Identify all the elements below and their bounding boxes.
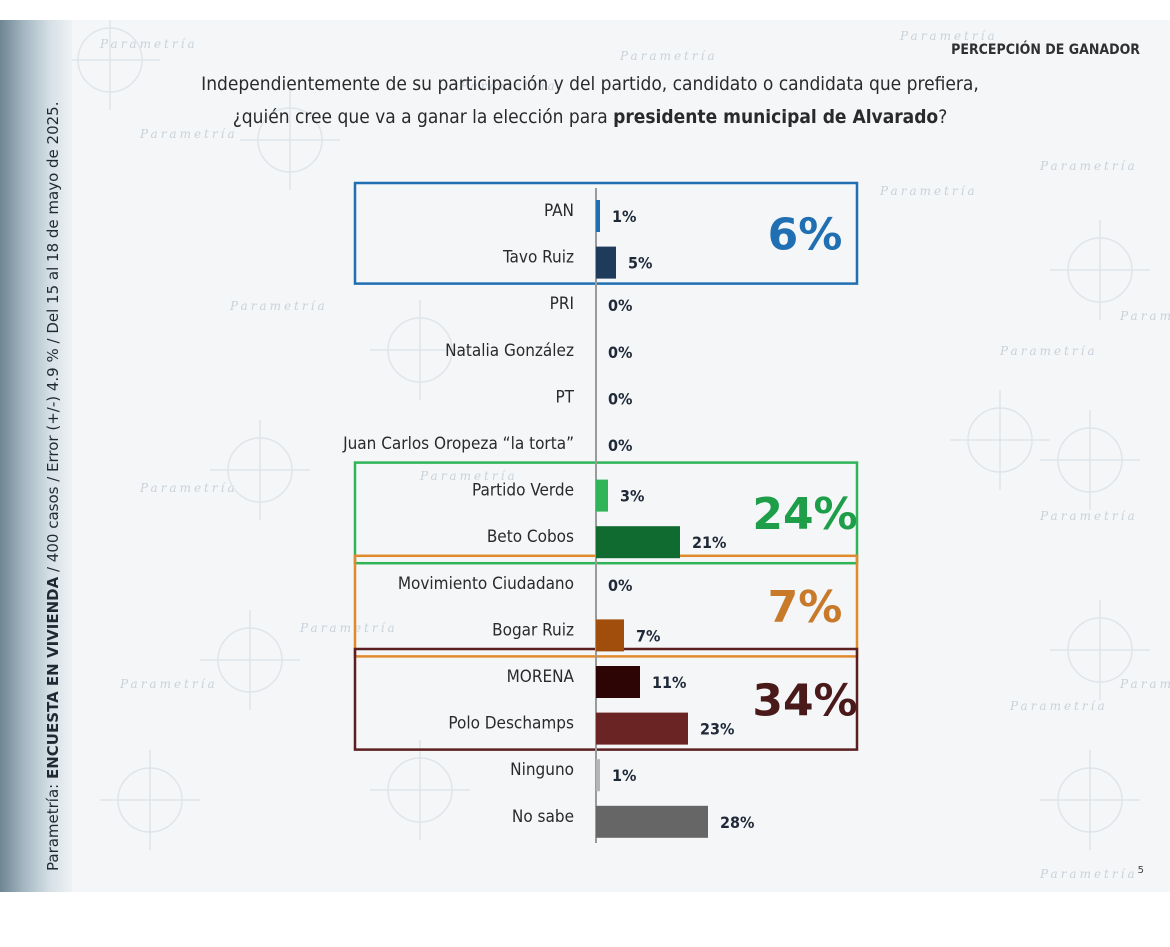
watermark-text: Parametría [119,677,218,691]
category-label: Partido Verde [472,481,574,501]
group-box-1 [353,461,859,565]
group-box-0 [353,181,859,285]
question-line-2-pre: ¿quién cree que va a ganar la elección p… [232,106,614,128]
category-label: PRI [550,294,574,314]
group-total-3: 34% [752,675,857,726]
category-label: No sabe [512,807,574,827]
question-text: Independientemente de su participación y… [150,68,1030,134]
value-label: 0% [608,343,632,362]
watermark-text: Parametría [1119,309,1170,323]
group-total-0: 6% [768,209,843,260]
bar [596,479,608,512]
value-label: 1% [612,207,636,226]
watermark-pattern: Parametría Parametría Parametría Parametría… [60,20,1170,881]
value-label: 23% [700,720,734,739]
value-label: 11% [652,673,686,692]
watermark-text: Parametría [419,469,518,483]
slide-background: Parametría Parametría Parametría Parametría… [0,20,1170,892]
question-line-2-post: ? [938,106,948,128]
question-line-2: ¿quién cree que va a ganar la elección p… [150,101,1030,134]
watermark-text: Parametría [139,127,238,141]
watermark-text: Parametría [999,344,1098,358]
category-label: MORENA [507,667,575,687]
category-label: Natalia González [445,341,574,361]
watermark-text: Parametría [1039,509,1138,523]
question-line-1: Independientemente de su participación y… [201,73,979,95]
category-label: Beto Cobos [487,527,574,547]
bar [596,712,688,745]
page-number: 5 [1137,865,1144,876]
left-decorative-strip [0,20,72,892]
watermark-text: Parametría [459,79,558,93]
category-label: Tavo Ruiz [502,248,574,268]
category-label: Juan Carlos Oropeza “la torta” [342,434,574,454]
category-label: Ninguno [510,760,574,780]
bar [596,619,624,652]
bar [596,666,640,698]
watermark-text: Parametría [1039,867,1138,881]
bar [596,805,708,838]
value-label: 0% [608,436,632,455]
watermark-text: Parametría [99,37,198,51]
value-label: 28% [720,813,754,832]
value-label: 0% [608,296,632,315]
watermark-text: Parametría [1009,699,1108,713]
value-label: 21% [692,533,726,552]
bar [596,759,600,792]
value-label: 1% [612,766,636,785]
watermark-text: Parametría [139,481,238,495]
watermark-text: Parametría [619,49,718,63]
value-label: 0% [608,576,632,595]
watermark-text: Parametría [229,299,328,313]
bar [596,200,600,232]
category-label: Bogar Ruiz [492,620,574,640]
watermark-text: Parametría [1039,159,1138,173]
value-label: 5% [628,254,652,273]
watermark-text: Parametría [299,621,398,635]
category-label: Polo Deschamps [448,714,574,734]
watermark-text: Parametría [1119,677,1170,691]
watermark-text: Parametría [879,184,978,198]
group-total-2: 7% [768,582,843,633]
category-label: Movimiento Ciudadano [398,574,574,594]
value-label: 7% [636,626,660,645]
bar [596,246,616,279]
bar [596,526,680,559]
question-line-2-bold: presidente municipal de Alvarado [613,106,939,128]
value-label: 3% [620,487,644,506]
category-label: PAN [544,201,574,221]
group-total-1: 24% [752,489,857,540]
category-label: PT [555,387,574,407]
watermark-text: Parametría [899,29,998,43]
section-title: PERCEPCIÓN DE GANADOR [951,42,1140,58]
value-label: 0% [608,389,632,408]
